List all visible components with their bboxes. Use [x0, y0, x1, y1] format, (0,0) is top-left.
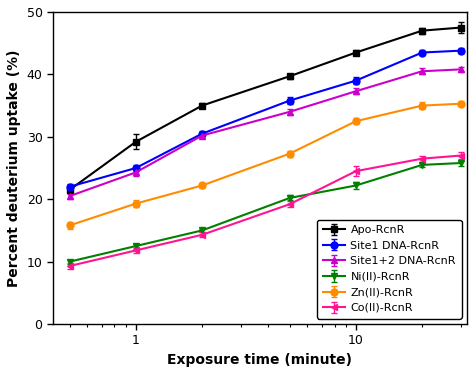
X-axis label: Exposure time (minute): Exposure time (minute) [167, 353, 353, 367]
Y-axis label: Percent deuterium uptake (%): Percent deuterium uptake (%) [7, 49, 21, 287]
Legend: Apo-RcnR, Site1 DNA-RcnR, Site1+2 DNA-RcnR, Ni(II)-RcnR, Zn(II)-RcnR, Co(II)-Rcn: Apo-RcnR, Site1 DNA-RcnR, Site1+2 DNA-Rc… [317, 220, 462, 319]
